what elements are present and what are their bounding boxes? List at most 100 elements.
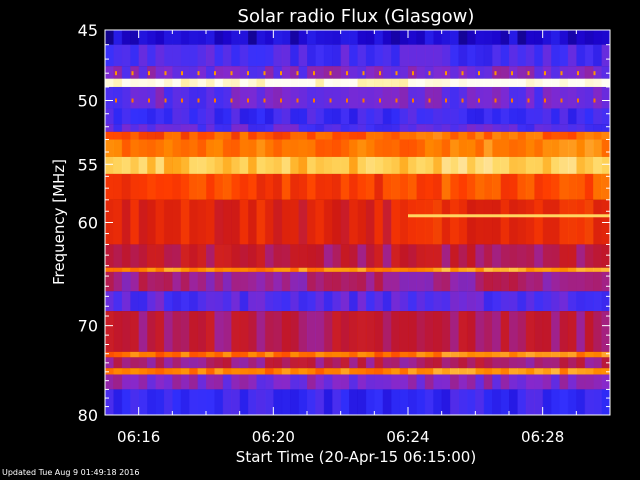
heatmap-cell (408, 267, 417, 272)
heatmap-cell (408, 271, 417, 292)
heatmap-cell (121, 291, 131, 312)
heatmap-cell (416, 66, 426, 79)
heatmap-cell (483, 351, 493, 358)
heatmap-cell (231, 368, 241, 375)
heatmap-cell (509, 124, 518, 132)
heatmap-cell (441, 368, 451, 375)
heatmap-cell (138, 199, 148, 245)
heatmap-cell (298, 139, 308, 157)
heatmap-cell (593, 389, 603, 415)
heatmap-cell (298, 86, 308, 109)
heatmap-cell (130, 139, 140, 157)
heatmap-cell (340, 78, 350, 87)
heatmap-cell (197, 66, 207, 79)
heatmap-cell (298, 44, 308, 67)
heatmap-cell (483, 173, 493, 200)
heatmap-cell (593, 156, 603, 174)
burst-dot (346, 98, 348, 103)
heatmap-cell (466, 156, 476, 174)
heatmap-cell (450, 199, 459, 245)
heatmap-cell (475, 44, 485, 67)
heatmap-cell (290, 244, 300, 268)
heatmap-cell (542, 173, 552, 200)
heatmap-cell (475, 124, 485, 132)
y-tick-label: 45 (78, 21, 98, 40)
heatmap-cell (483, 368, 493, 375)
heatmap-cell (391, 389, 401, 415)
heatmap-cell (567, 30, 577, 45)
heatmap-cell (391, 311, 401, 352)
heatmap-cell (264, 30, 274, 45)
heatmap-cell (433, 108, 443, 125)
heatmap-cell (231, 173, 241, 200)
heatmap-cell (584, 86, 594, 109)
heatmap-cell (399, 139, 409, 157)
heatmap-cell (567, 108, 577, 125)
heatmap-cell (492, 86, 502, 109)
heatmap-cell (542, 86, 552, 109)
heatmap-cell (340, 44, 350, 67)
heatmap-cell (441, 139, 451, 157)
heatmap-cell (113, 267, 123, 272)
heatmap-cell (492, 108, 502, 125)
heatmap-cell (189, 244, 199, 268)
heatmap-cell (332, 244, 342, 268)
heatmap-cell (483, 156, 493, 174)
heatmap-cell (340, 311, 350, 352)
heatmap-cell (382, 271, 392, 292)
heatmap-cell (551, 173, 560, 200)
heatmap-cell (542, 291, 552, 312)
x-axis-label: Start Time (20-Apr-15 06:15:00) (236, 448, 476, 466)
heatmap-cell (382, 156, 392, 174)
heatmap-cell (290, 368, 300, 375)
heatmap-cell (374, 124, 384, 132)
heatmap-cell (121, 173, 131, 200)
heatmap-cell (601, 389, 611, 415)
heatmap-cell (567, 78, 577, 87)
heatmap-cell (399, 66, 409, 79)
heatmap-cell (290, 291, 300, 312)
heatmap-cell (517, 173, 527, 200)
heatmap-cell (542, 78, 552, 87)
heatmap-cell (239, 244, 249, 268)
burst-dot (263, 71, 266, 76)
heatmap-cell (509, 173, 518, 200)
heatmap-cell (424, 108, 434, 125)
heatmap-cell (323, 86, 333, 109)
heatmap-cell (517, 351, 527, 358)
heatmap-cell (121, 124, 131, 132)
heatmap-cell (365, 30, 375, 45)
heatmap-cell (121, 244, 131, 268)
heatmap-cell (172, 66, 182, 79)
heatmap-cell (584, 173, 594, 200)
heatmap-cell (197, 86, 207, 109)
heatmap-cell (492, 357, 502, 369)
burst-dot (445, 71, 447, 76)
heatmap-cell (189, 368, 199, 375)
heatmap-cell (424, 86, 434, 109)
heatmap-cell (332, 86, 342, 109)
heatmap-cell (534, 244, 544, 268)
heatmap-cell (307, 244, 316, 268)
heatmap-cell (382, 30, 392, 45)
heatmap-cell (593, 368, 603, 375)
heatmap-cell (551, 131, 560, 140)
heatmap-cell (483, 86, 493, 109)
heatmap-cell (307, 44, 316, 67)
heatmap-cell (492, 311, 502, 352)
heatmap-cell (450, 244, 459, 268)
burst-dot (164, 98, 167, 103)
heatmap-cell (450, 368, 459, 375)
heatmap-cell (525, 44, 535, 67)
heatmap-cell (534, 291, 544, 312)
heatmap-cell (256, 271, 266, 292)
heatmap-cell (601, 173, 611, 200)
heatmap-cell (323, 291, 333, 312)
heatmap-cell (458, 86, 468, 109)
heatmap-cell (155, 124, 165, 132)
heatmap-cell (525, 156, 535, 174)
heatmap-cell (374, 86, 384, 109)
heatmap-cell (416, 244, 426, 268)
heatmap-cell (593, 267, 603, 272)
heatmap-cell (172, 351, 182, 358)
